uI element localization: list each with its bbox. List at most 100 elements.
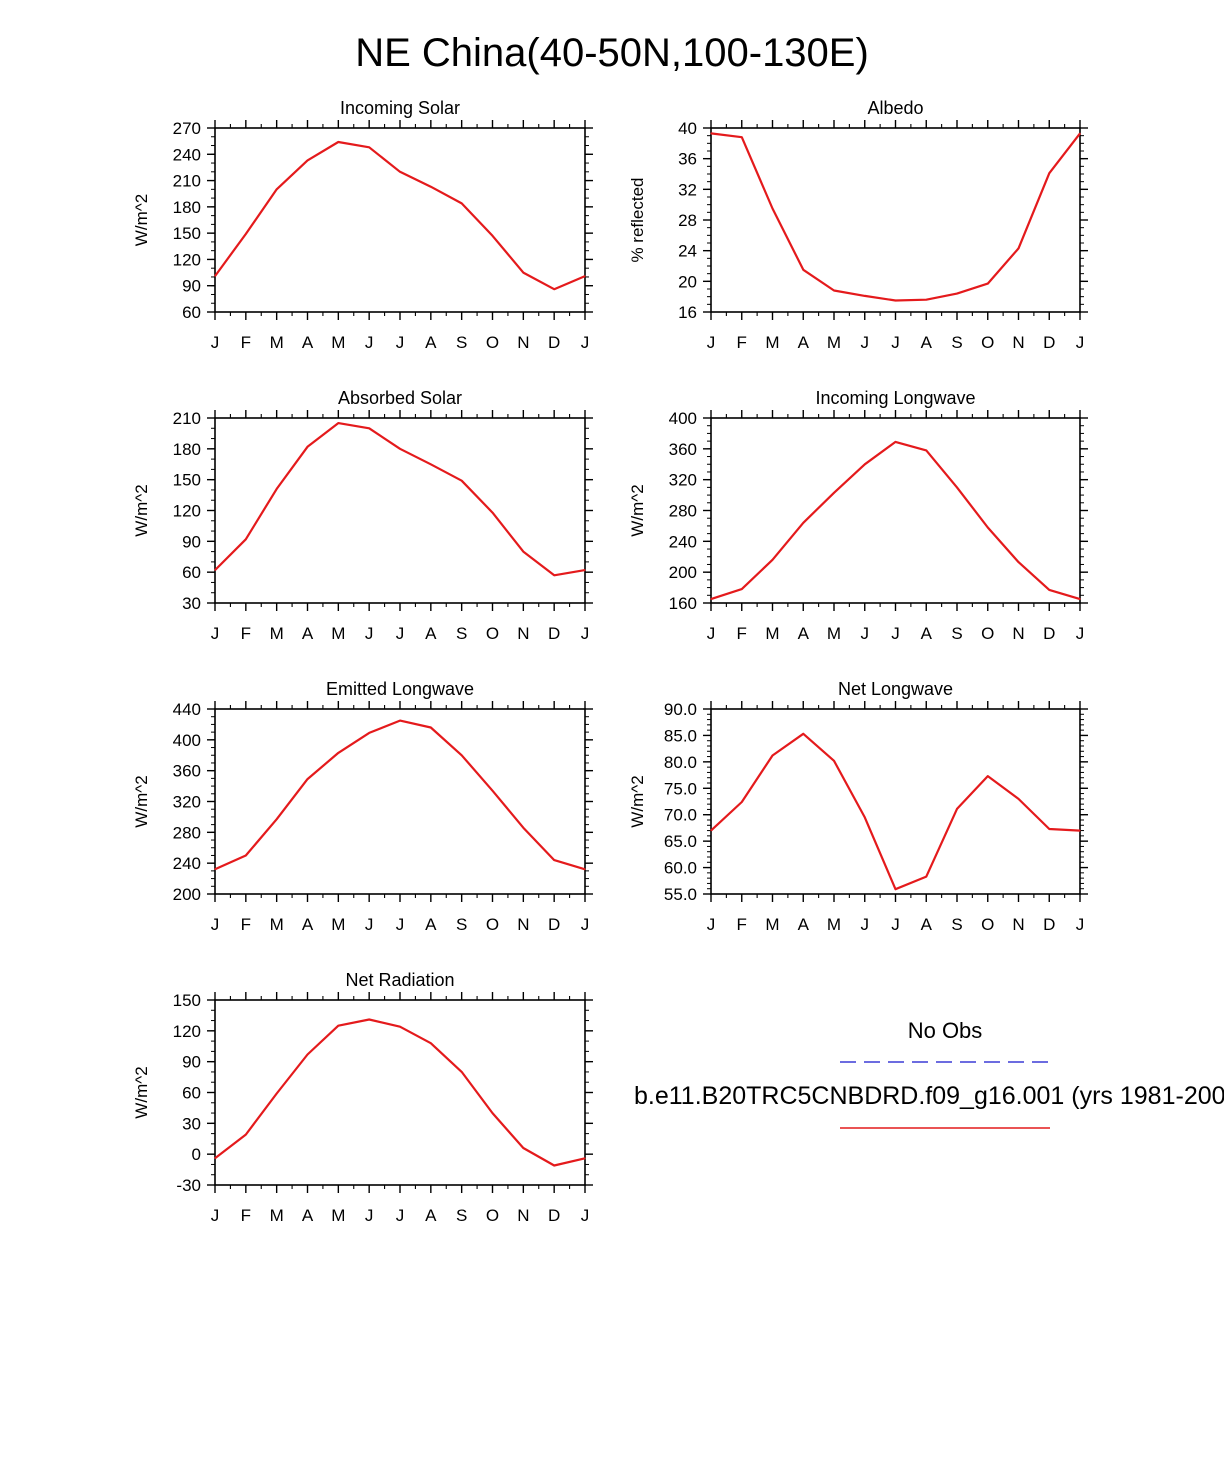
data-point xyxy=(337,1025,339,1027)
x-tick-label: F xyxy=(737,624,747,643)
y-axis-label: W/m^2 xyxy=(132,484,151,536)
data-point xyxy=(584,569,586,571)
data-point xyxy=(337,141,339,143)
x-tick-label: O xyxy=(981,915,994,934)
y-tick-label: 360 xyxy=(669,440,697,459)
data-point xyxy=(1017,798,1020,800)
panel-title: Incoming Longwave xyxy=(815,388,975,408)
x-tick-label: A xyxy=(921,624,933,643)
series-line-model xyxy=(710,440,1081,601)
y-axis-label: W/m^2 xyxy=(132,194,151,246)
plot-frame xyxy=(710,127,1081,313)
data-point xyxy=(553,859,555,861)
data-point xyxy=(553,574,555,576)
y-tick-label: 60.0 xyxy=(664,859,697,878)
y-tick-label: 32 xyxy=(678,180,697,199)
series-line-model xyxy=(710,132,1081,302)
data-point xyxy=(956,808,958,810)
y-tick-label: 90 xyxy=(182,1053,201,1072)
data-point xyxy=(833,492,835,494)
x-tick-label: F xyxy=(737,333,747,352)
data-point xyxy=(245,538,247,540)
data-point xyxy=(925,299,927,301)
x-tick-label: F xyxy=(241,1206,251,1225)
y-tick-label: 0 xyxy=(192,1145,201,1164)
plot-frame xyxy=(710,708,1081,895)
x-tick-label: J xyxy=(581,333,590,352)
x-tick-label: M xyxy=(331,624,345,643)
x-tick-label: M xyxy=(331,1206,345,1225)
x-tick-label: M xyxy=(270,915,284,934)
panel-title: Net Longwave xyxy=(838,679,953,699)
x-tick-label: F xyxy=(241,624,251,643)
x-tick-label: A xyxy=(302,624,314,643)
y-tick-label: 180 xyxy=(173,198,201,217)
x-tick-label: S xyxy=(456,1206,467,1225)
y-tick-label: 60 xyxy=(182,303,201,322)
y-tick-label: 280 xyxy=(173,823,201,842)
x-tick-label: A xyxy=(798,333,810,352)
data-point xyxy=(553,1164,555,1167)
data-point xyxy=(925,449,927,451)
y-tick-label: 40 xyxy=(678,119,697,138)
data-point xyxy=(491,790,494,792)
data-point xyxy=(337,752,339,754)
plot-frame xyxy=(710,417,1081,604)
x-tick-label: J xyxy=(707,915,716,934)
x-tick-label: D xyxy=(1043,333,1055,352)
y-tick-label: 28 xyxy=(678,211,697,230)
y-tick-label: 150 xyxy=(173,471,201,490)
y-tick-label: 120 xyxy=(173,502,201,521)
x-tick-label: O xyxy=(486,624,499,643)
x-tick-label: M xyxy=(765,915,779,934)
data-point xyxy=(833,760,835,762)
data-point xyxy=(956,486,958,488)
y-tick-label: 120 xyxy=(173,1022,201,1041)
y-tick-label: 60 xyxy=(182,1084,201,1103)
x-tick-label: O xyxy=(981,333,994,352)
series-line-model xyxy=(710,732,1081,891)
x-tick-label: J xyxy=(861,624,870,643)
data-point xyxy=(522,1147,524,1149)
x-tick-label: D xyxy=(1043,915,1055,934)
x-tick-label: A xyxy=(425,1206,437,1225)
data-point xyxy=(802,269,804,271)
data-point xyxy=(430,463,432,465)
x-tick-label: N xyxy=(1012,915,1024,934)
x-tick-label: M xyxy=(827,333,841,352)
x-tick-label: O xyxy=(981,624,994,643)
panel-title: Absorbed Solar xyxy=(338,388,462,408)
plot-frame xyxy=(214,127,586,313)
data-point xyxy=(710,132,712,134)
x-tick-label: J xyxy=(707,624,716,643)
x-tick-label: J xyxy=(1076,333,1085,352)
x-tick-label: J xyxy=(365,1206,374,1225)
x-tick-label: J xyxy=(891,624,900,643)
data-point xyxy=(461,754,463,756)
x-tick-label: F xyxy=(241,915,251,934)
x-tick-label: J xyxy=(396,333,405,352)
x-tick-label: F xyxy=(737,915,747,934)
data-point xyxy=(337,422,339,424)
x-tick-label: N xyxy=(517,624,529,643)
x-tick-label: F xyxy=(241,333,251,352)
y-tick-label: 210 xyxy=(173,172,201,191)
data-point xyxy=(214,868,216,870)
panel-title: Albedo xyxy=(867,98,923,118)
y-tick-label: 30 xyxy=(182,1114,201,1133)
data-point xyxy=(368,1018,370,1021)
data-point xyxy=(894,888,897,890)
data-point xyxy=(1048,828,1050,830)
y-axis-label: % reflected xyxy=(628,177,647,262)
x-tick-label: M xyxy=(827,624,841,643)
x-tick-label: D xyxy=(548,624,560,643)
legend-obs-label: No Obs xyxy=(908,1018,983,1043)
data-point xyxy=(741,801,743,803)
x-tick-label: J xyxy=(581,1206,590,1225)
y-tick-label: 160 xyxy=(669,594,697,613)
x-tick-label: J xyxy=(365,333,374,352)
x-tick-label: J xyxy=(211,915,220,934)
x-tick-label: O xyxy=(486,333,499,352)
data-point xyxy=(306,446,309,448)
